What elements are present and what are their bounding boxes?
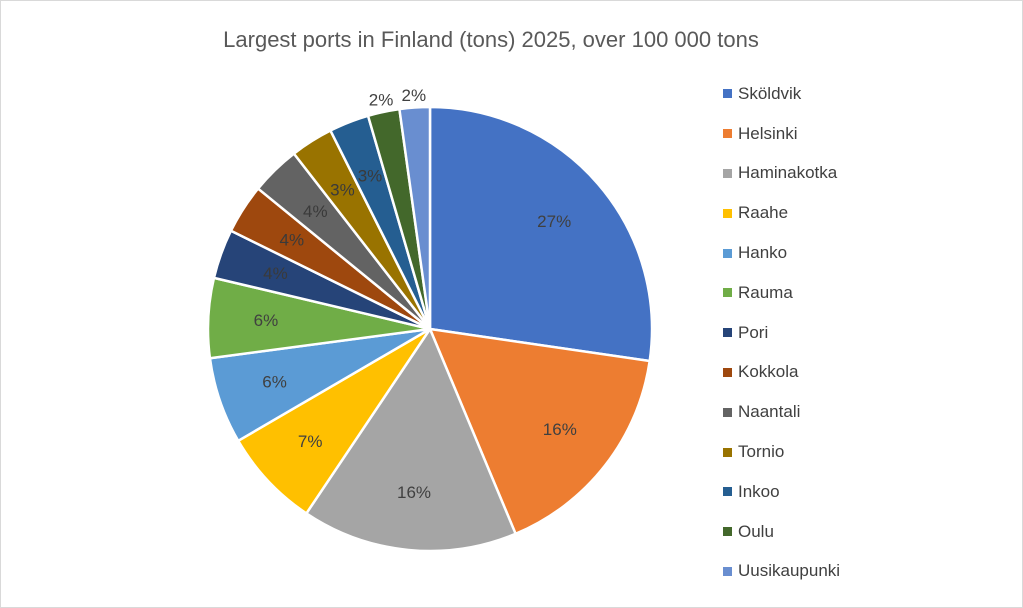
- legend-label: Oulu: [738, 521, 774, 541]
- legend-swatch: [723, 566, 732, 576]
- legend-item-oulu: Oulu: [723, 512, 840, 552]
- legend-label: Kokkola: [738, 362, 799, 382]
- legend-item-hanko: Hanko: [723, 233, 840, 273]
- legend-swatch: [723, 487, 732, 497]
- chart-title: Largest ports in Finland (tons) 2025, ov…: [223, 27, 759, 52]
- legend-item-raahe: Raahe: [723, 193, 840, 233]
- data-label-pori: 4%: [263, 264, 288, 283]
- legend-swatch: [723, 407, 732, 417]
- data-label-haminakotka: 16%: [397, 483, 431, 502]
- pie-slice-raahe: [236, 327, 432, 515]
- pie-slice-haminakotka: [305, 327, 517, 553]
- legend-label: Naantali: [738, 402, 801, 422]
- data-label-tornio: 3%: [330, 181, 355, 200]
- legend-item-naantali: Naantali: [723, 392, 840, 432]
- legend-swatch: [723, 129, 732, 139]
- legend-swatch: [723, 168, 732, 178]
- legend-item-helsinki: Helsinki: [723, 114, 840, 154]
- legend-item-rauma: Rauma: [723, 273, 840, 313]
- data-label-naantali: 4%: [303, 202, 328, 221]
- legend-label: Raahe: [738, 203, 789, 223]
- legend-item-inkoo: Inkoo: [723, 472, 840, 512]
- legend-item-pori: Pori: [723, 313, 840, 353]
- pie-slice-helsinki: [428, 327, 651, 536]
- data-label-helsinki: 16%: [543, 420, 577, 439]
- legend-item-uusikaupunki: Uusikaupunki: [723, 552, 840, 592]
- data-label-skoldvik: 27%: [537, 212, 571, 231]
- data-label-raahe: 7%: [298, 432, 323, 451]
- data-label-uusikaupunki: 2%: [402, 86, 427, 105]
- legend-label: Tornio: [738, 442, 785, 462]
- legend-label: Hanko: [738, 243, 788, 263]
- data-label-oulu: 2%: [369, 91, 394, 110]
- legend-label: Inkoo: [738, 481, 780, 501]
- legend-swatch: [723, 328, 732, 338]
- data-label-hanko: 6%: [262, 373, 287, 392]
- data-label-rauma: 6%: [254, 311, 279, 330]
- legend-swatch: [723, 447, 732, 457]
- legend-label: Sköldvik: [738, 83, 802, 103]
- legend-label: Uusikaupunki: [738, 561, 841, 581]
- legend-item-skoldvik: Sköldvik: [723, 74, 840, 114]
- legend-label: Pori: [738, 322, 769, 342]
- legend-swatch: [723, 367, 732, 377]
- data-label-inkoo: 3%: [358, 167, 383, 186]
- legend-swatch: [723, 288, 732, 298]
- pie-slice-uusikaupunki: [398, 105, 432, 331]
- legend-swatch: [723, 89, 732, 99]
- legend-label: Helsinki: [738, 123, 798, 143]
- data-label-kokkola: 4%: [280, 231, 305, 250]
- chart-legend: Sköldvik Helsinki Haminakotka Raahe Hanko Rau…: [723, 74, 840, 591]
- legend-item-tornio: Tornio: [723, 432, 840, 472]
- legend-item-haminakotka: Haminakotka: [723, 154, 840, 194]
- pie-slice-skoldvik: [428, 105, 654, 363]
- legend-swatch: [723, 527, 732, 537]
- legend-swatch: [723, 248, 732, 258]
- legend-label: Rauma: [738, 282, 793, 302]
- legend-label: Haminakotka: [738, 163, 838, 183]
- legend-item-kokkola: Kokkola: [723, 353, 840, 393]
- legend-swatch: [723, 208, 732, 218]
